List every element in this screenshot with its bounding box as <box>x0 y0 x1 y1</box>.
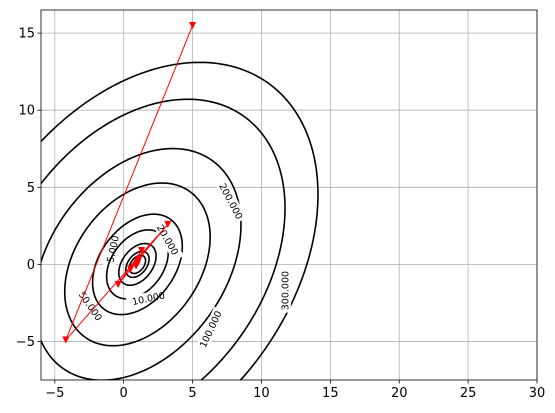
grid-lines <box>41 10 538 380</box>
contour-label-gap <box>195 306 226 352</box>
contour-line-50 <box>63 182 211 347</box>
contour-label-gap <box>73 284 109 328</box>
contour-label-gap <box>151 217 184 262</box>
contour-line-5 <box>118 242 157 287</box>
y-tick-label: 0 <box>27 258 35 273</box>
contour-label-gap <box>278 268 291 313</box>
contour-line-10 <box>105 229 170 300</box>
plot-frame <box>40 9 538 381</box>
plot-background <box>41 10 537 380</box>
contour-line-200 <box>41 98 286 380</box>
descent-path-point-2 <box>164 220 172 229</box>
contour-line-20 <box>91 213 184 316</box>
contour-line-2 <box>125 250 150 279</box>
x-tick-label: 0 <box>120 386 128 401</box>
y-tick-label: 5 <box>27 181 35 196</box>
contour-label-gap <box>215 178 247 224</box>
descent-path <box>62 21 197 344</box>
descent-path-point-4 <box>137 247 146 255</box>
axis-ticks: −5 0 5 10 15 20 25 30 −5 0 5 10 15 <box>16 27 545 401</box>
x-tick-label: −5 <box>45 386 64 401</box>
descent-path-point-1 <box>62 336 70 344</box>
y-tick-label: 15 <box>18 27 35 42</box>
descent-path-point-5 <box>126 265 135 273</box>
y-tick-label: −5 <box>16 335 35 350</box>
contour-label: 300.000 <box>280 271 291 310</box>
contour-label-gap <box>125 287 172 309</box>
x-tick-label: 5 <box>188 386 196 401</box>
contour-line-100 <box>41 147 242 380</box>
contour-label-gap <box>102 226 124 272</box>
descent-path-point-3 <box>114 280 122 289</box>
contour-line-300 <box>41 61 319 380</box>
x-tick-label: 20 <box>391 386 408 401</box>
descent-path-point-8 <box>133 260 142 268</box>
x-tick-label: 10 <box>253 386 270 401</box>
x-tick-label: 25 <box>460 386 477 401</box>
descent-path-point-0 <box>188 21 197 30</box>
x-tick-label: 30 <box>529 386 546 401</box>
x-tick-label: 15 <box>322 386 339 401</box>
y-tick-label: 10 <box>18 104 35 119</box>
descent-path-point-6 <box>135 256 143 264</box>
